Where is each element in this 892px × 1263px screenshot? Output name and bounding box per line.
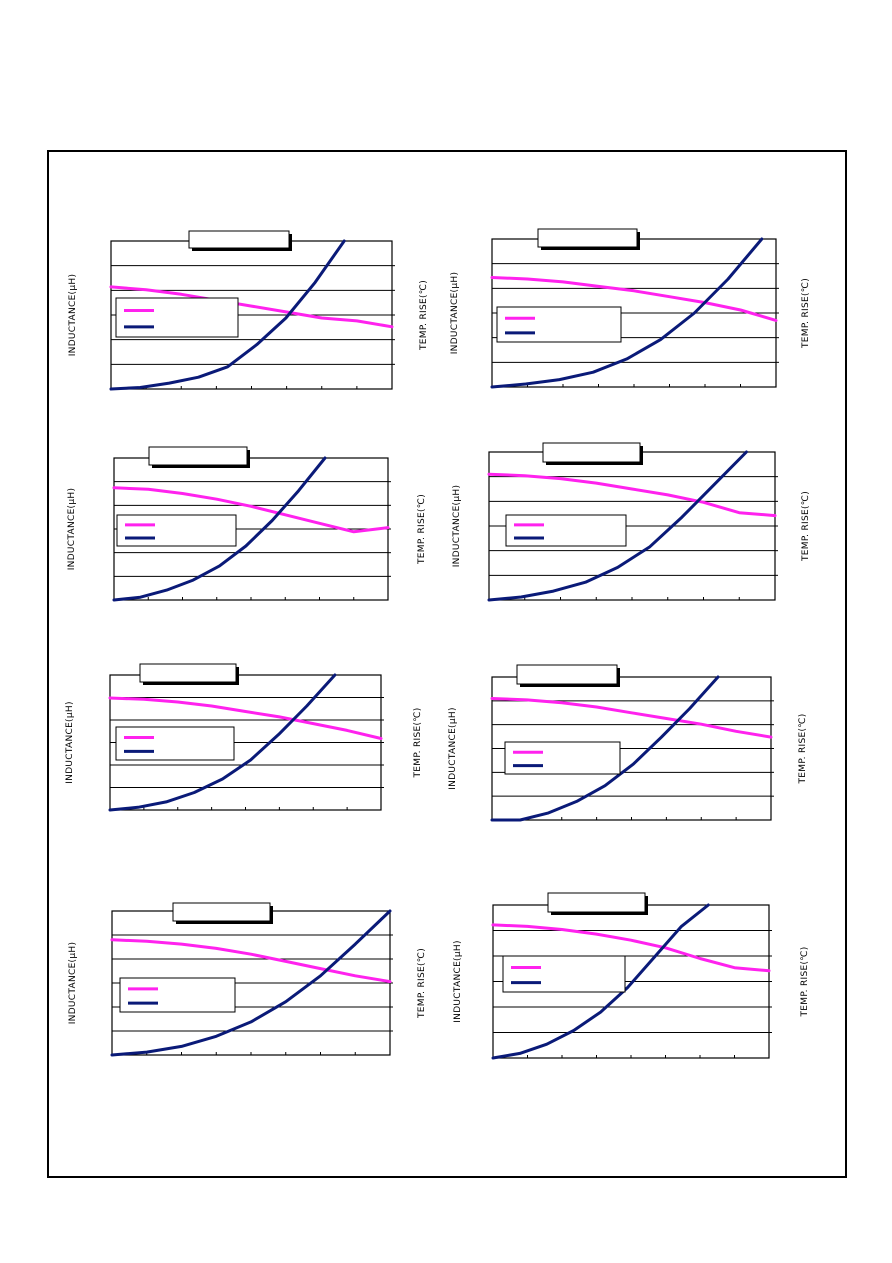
chart-1: INDUCTANCE(µH) TEMP. RISE(℃): [68, 230, 429, 391]
temp-rise-curve: [108, 673, 337, 812]
title-box: [542, 442, 641, 463]
y-axis-label: INDUCTANCE(µH): [65, 701, 75, 784]
legend-box: [116, 514, 237, 547]
chart-5: INDUCTANCE(µH) TEMP. RISE(℃): [65, 663, 423, 812]
y-axis-label: INDUCTANCE(µH): [452, 485, 462, 568]
title-box: [547, 892, 646, 913]
y-axis-label: INDUCTANCE(µH): [67, 488, 77, 571]
title-box: [516, 664, 618, 685]
legend-box: [119, 977, 236, 1013]
y2-axis-label: TEMP. RISE(℃): [419, 280, 429, 351]
legend-box: [496, 306, 622, 343]
y2-axis-label: TEMP. RISE(℃): [801, 491, 811, 562]
temp-rise-curve: [112, 456, 327, 602]
legend-box: [115, 726, 235, 761]
legend-box: [505, 514, 627, 547]
title-box: [148, 446, 248, 466]
chart-4: INDUCTANCE(µH) TEMP. RISE(℃): [452, 442, 811, 602]
chart-6: INDUCTANCE(µH) TEMP. RISE(℃): [448, 664, 808, 822]
legend-box: [115, 297, 239, 338]
inductance-curve: [110, 938, 392, 984]
chart-2: INDUCTANCE(µH) TEMP. RISE(℃): [450, 228, 811, 389]
y2-axis-label: TEMP. RISE(℃): [800, 946, 810, 1017]
temp-rise-curve: [110, 909, 392, 1057]
inductance-curve: [112, 486, 390, 534]
temp-rise-curve: [490, 237, 764, 389]
y2-axis-label: TEMP. RISE(℃): [417, 494, 427, 565]
chart-3: INDUCTANCE(µH) TEMP. RISE(℃): [67, 446, 427, 602]
temp-rise-curve: [491, 903, 710, 1060]
y-axis-label: INDUCTANCE(µH): [68, 942, 78, 1025]
legend-box: [502, 955, 626, 993]
title-box: [172, 902, 271, 922]
inductance-curve: [490, 697, 773, 739]
inductance-curve: [108, 696, 383, 740]
y-axis-label: INDUCTANCE(µH): [68, 274, 78, 357]
y-axis-label: INDUCTANCE(µH): [448, 707, 458, 790]
title-box: [139, 663, 237, 683]
y2-axis-label: TEMP. RISE(℃): [417, 948, 427, 1019]
y-axis-label: INDUCTANCE(µH): [453, 940, 463, 1023]
title-box: [537, 228, 638, 248]
inductance-curve: [490, 276, 778, 322]
y2-axis-label: TEMP. RISE(℃): [413, 707, 423, 778]
temp-rise-curve: [109, 239, 346, 391]
y2-axis-label: TEMP. RISE(℃): [801, 278, 811, 349]
y-axis-label: INDUCTANCE(µH): [450, 272, 460, 355]
chart-8: INDUCTANCE(µH) TEMP. RISE(℃): [453, 892, 810, 1060]
temp-rise-curve: [487, 450, 748, 602]
inductance-curve: [487, 472, 777, 518]
y2-axis-label: TEMP. RISE(℃): [798, 713, 808, 784]
inductance-curve: [491, 923, 771, 973]
inductance-curve: [109, 285, 394, 329]
legend-box: [504, 741, 621, 775]
chart-7: INDUCTANCE(µH) TEMP. RISE(℃): [68, 902, 427, 1057]
page-frame: [47, 150, 847, 1178]
temp-rise-curve: [490, 675, 720, 822]
title-box: [188, 230, 290, 249]
